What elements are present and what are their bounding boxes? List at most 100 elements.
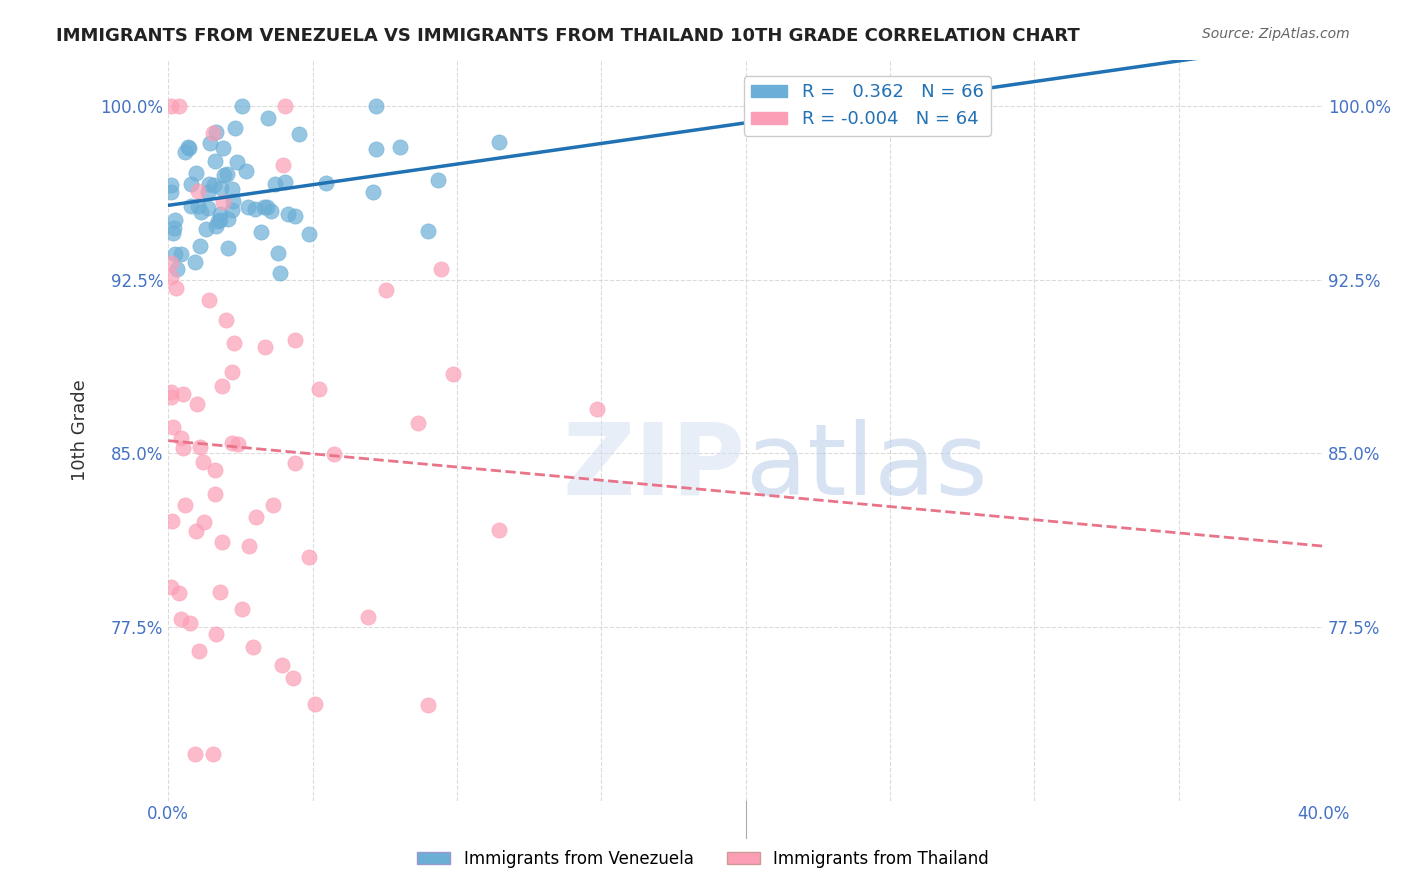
Point [323,447,346,461]
Point [197,293,219,307]
Point [204,153,226,168]
Legend: Immigrants from Venezuela, Immigrants from Thailand: Immigrants from Venezuela, Immigrants fr… [411,844,995,875]
Point [221,194,243,208]
Point [193,516,215,530]
Point [188,239,211,253]
Point [231,601,253,615]
Point [198,136,221,150]
Point [202,178,225,193]
Point [212,194,235,209]
Point [165,213,187,227]
Point [267,246,290,260]
Point [205,219,228,233]
Point [160,99,183,113]
Point [166,261,188,276]
Point [363,186,385,200]
Point [256,200,278,214]
Point [162,226,184,240]
Point [202,127,225,141]
Point [262,498,284,512]
Point [298,550,321,565]
Point [197,202,219,216]
Point [226,436,249,450]
Point [204,463,226,477]
Point [221,203,243,218]
Point [357,610,380,624]
Point [180,199,202,213]
Point [231,99,253,113]
Point [204,487,226,501]
Point [205,627,228,641]
Point [253,200,276,214]
Point [163,247,186,261]
Point [426,173,449,187]
Point [274,99,297,113]
Point [418,698,440,713]
Point [242,640,264,655]
Point [186,397,208,411]
Point [187,199,209,213]
Point [172,442,194,456]
Point [416,224,439,238]
Point [209,585,232,599]
Point [271,158,294,172]
Point [441,367,464,381]
Point [274,175,297,189]
Point [245,510,267,524]
Point [304,697,326,711]
Point [298,227,321,242]
Point [364,142,387,156]
Point [163,221,186,235]
Point [180,177,202,191]
Point [217,241,239,255]
Y-axis label: 10th Grade: 10th Grade [72,379,89,481]
Point [167,586,190,600]
Point [209,207,232,221]
Legend: R =   0.362   N = 66, R = -0.004   N = 64: R = 0.362 N = 66, R = -0.004 N = 64 [744,76,991,136]
Point [188,440,211,454]
Text: Source: ZipAtlas.com: Source: ZipAtlas.com [1202,27,1350,41]
Point [177,139,200,153]
Point [250,225,273,239]
Point [269,266,291,280]
Point [188,644,211,658]
Point [190,205,212,219]
Point [165,281,187,295]
Point [488,135,510,149]
Point [172,386,194,401]
Point [221,182,243,196]
Point [170,431,193,445]
Point [191,455,214,469]
Point [366,99,388,113]
Point [186,524,208,539]
Point [167,99,190,113]
Point [179,616,201,631]
Point [186,166,208,180]
Point [160,256,183,270]
Point [264,177,287,191]
Point [177,140,200,154]
Point [160,580,183,594]
Point [194,221,217,235]
Text: IMMIGRANTS FROM VENEZUELA VS IMMIGRANTS FROM THAILAND 10TH GRADE CORRELATION CHA: IMMIGRANTS FROM VENEZUELA VS IMMIGRANTS … [56,27,1080,45]
Point [197,177,219,191]
Point [271,657,294,672]
Point [224,120,246,135]
Point [260,204,283,219]
Point [256,111,278,125]
Point [224,336,246,351]
Point [429,262,451,277]
Point [253,340,276,354]
Point [215,168,238,182]
Point [389,140,412,154]
Point [315,176,337,190]
Point [238,539,260,553]
Point [215,313,238,327]
Point [197,185,219,199]
Point [160,269,183,284]
Point [160,391,183,405]
Point [406,416,429,430]
Point [221,365,243,379]
Point [235,164,257,178]
Text: ZIP: ZIP [562,418,745,516]
